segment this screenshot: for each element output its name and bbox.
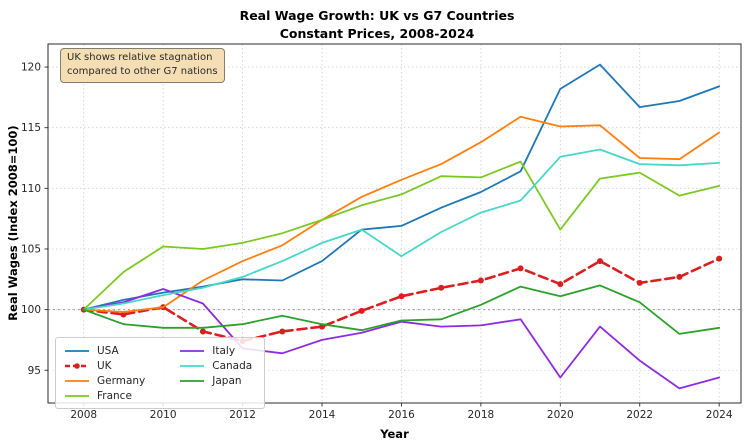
- series-line-germany: [82, 115, 721, 313]
- chart-title: Real Wage Growth: UK vs G7 Countries Con…: [0, 7, 754, 43]
- chart-title-line2: Constant Prices, 2008-2024: [279, 26, 475, 42]
- x-tick-label: 2020: [547, 409, 574, 421]
- legend-swatch-france: [65, 394, 89, 397]
- series-marker-uk: [557, 281, 564, 288]
- legend-swatch-germany: [65, 379, 89, 382]
- x-axis-label: Year: [380, 427, 409, 441]
- legend: USA UK Germany France Italy Canada Japan: [55, 337, 266, 409]
- x-tick-label: 2010: [150, 409, 177, 421]
- annotation-line2: compared to other G7 nations: [67, 65, 218, 77]
- legend-label-italy: Italy: [212, 344, 236, 357]
- series-line-italy: [82, 288, 721, 390]
- series-marker-uk: [636, 279, 643, 286]
- legend-label-usa: USA: [97, 344, 119, 357]
- legend-item-germany: Germany: [64, 373, 145, 388]
- legend-item-uk: UK: [64, 358, 145, 373]
- y-tick-label: 110: [21, 183, 41, 195]
- legend-item-japan: Japan: [179, 373, 252, 388]
- x-tick-label: 2016: [388, 409, 415, 421]
- series-marker-uk: [716, 255, 723, 262]
- legend-swatch-japan: [180, 379, 205, 382]
- legend-swatch-italy: [180, 349, 205, 352]
- annotation-box: UK shows relative stagnation compared to…: [60, 48, 225, 83]
- x-tick-label: 2014: [309, 409, 336, 421]
- legend-item-italy: Italy: [179, 343, 252, 358]
- chart-title-line1: Real Wage Growth: UK vs G7 Countries: [239, 8, 515, 23]
- series-marker-uk: [398, 293, 405, 300]
- series-marker-uk: [477, 277, 484, 284]
- series-line-france: [82, 160, 721, 311]
- series-marker-uk: [358, 307, 365, 314]
- x-tick-label: 2018: [468, 409, 495, 421]
- series-marker-uk: [597, 258, 604, 265]
- y-tick-label: 120: [21, 62, 41, 74]
- series-marker-uk: [517, 265, 524, 272]
- y-tick-label: 95: [28, 365, 41, 377]
- y-axis-label: Real Wages (Index 2008=100): [6, 125, 20, 321]
- x-tick-label: 2024: [706, 409, 733, 421]
- x-tick-label: 2022: [626, 409, 653, 421]
- legend-label-japan: Japan: [212, 374, 242, 387]
- x-tick-label: 2008: [70, 409, 97, 421]
- y-tick-label: 105: [21, 243, 41, 255]
- series-marker-uk: [199, 328, 206, 335]
- series-marker-uk: [120, 311, 127, 318]
- legend-swatch-uk: [65, 362, 89, 369]
- series-marker-uk: [279, 328, 286, 335]
- series-marker-uk: [676, 273, 683, 280]
- legend-label-france: France: [97, 389, 132, 402]
- legend-label-uk: UK: [97, 359, 112, 372]
- series-line-uk: [82, 257, 721, 343]
- legend-item-usa: USA: [64, 343, 145, 358]
- legend-item-canada: Canada: [179, 358, 252, 373]
- series-marker-uk: [438, 284, 445, 291]
- series-line-japan: [82, 284, 721, 335]
- legend-swatch-canada: [180, 364, 205, 367]
- legend-label-germany: Germany: [97, 374, 146, 387]
- legend-label-canada: Canada: [212, 359, 253, 372]
- y-tick-label: 115: [21, 122, 41, 134]
- plot-area: [47, 43, 742, 404]
- annotation-line1: UK shows relative stagnation: [67, 52, 213, 63]
- legend-swatch-usa: [65, 349, 89, 352]
- series-line-canada: [82, 148, 721, 311]
- x-tick-label: 2012: [229, 409, 256, 421]
- y-tick-label: 100: [21, 304, 41, 316]
- legend-item-france: France: [64, 388, 145, 403]
